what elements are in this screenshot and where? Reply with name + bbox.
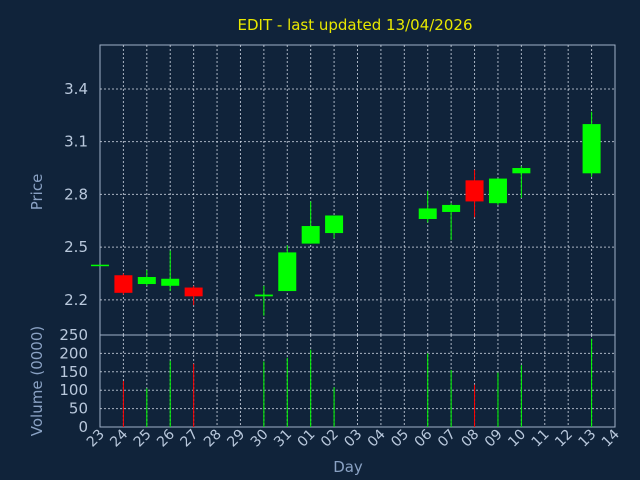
day-tick-label: 11 — [529, 427, 553, 451]
day-tick-label: 10 — [505, 427, 529, 451]
day-tick-label: 03 — [341, 427, 365, 451]
volume-tick-label: 200 — [59, 344, 88, 362]
day-tick-label: 14 — [599, 426, 623, 450]
candle-body — [254, 294, 273, 297]
day-tick-label: 04 — [365, 426, 389, 450]
price-tick-label: 2.8 — [64, 185, 88, 203]
day-tick-label: 13 — [575, 427, 599, 451]
candle-body — [582, 124, 601, 174]
day-tick-label: 24 — [107, 426, 131, 450]
day-tick-label: 25 — [131, 427, 155, 451]
volume-tick-label: 150 — [59, 363, 88, 381]
day-tick-label: 05 — [388, 427, 412, 451]
marks-layer — [91, 111, 601, 427]
day-tick-label: 09 — [482, 427, 506, 451]
price-tick-label: 3.1 — [64, 133, 88, 151]
candle-body — [465, 180, 484, 202]
day-tick-label: 12 — [552, 427, 576, 451]
day-tick-label: 28 — [201, 427, 225, 451]
day-tick-label: 06 — [412, 426, 436, 450]
candle-body — [161, 278, 180, 286]
day-tick-label: 02 — [318, 427, 342, 451]
price-tick-label: 2.2 — [64, 291, 88, 309]
day-axis-label: Day — [333, 458, 363, 476]
candle-body — [114, 275, 133, 293]
grid-layer — [99, 44, 616, 428]
price-tick-label: 2.5 — [64, 238, 88, 256]
day-tick-label: 01 — [295, 427, 319, 451]
chart-title: EDIT - last updated 13/04/2026 — [238, 16, 473, 34]
candle-body — [137, 277, 156, 285]
day-tick-label: 27 — [178, 427, 202, 451]
candle-body — [325, 215, 344, 234]
candle-body — [488, 178, 507, 204]
volume-axis-label: Volume (0000) — [28, 326, 46, 436]
candle-body — [512, 168, 531, 174]
volume-tick-label: 250 — [59, 326, 88, 344]
day-tick-label: 30 — [248, 427, 272, 451]
candle-body — [442, 204, 461, 212]
day-tick-label: 26 — [154, 426, 178, 450]
candle-body — [301, 226, 320, 244]
candle-body — [418, 208, 437, 219]
price-tick-label: 3.4 — [64, 80, 88, 98]
day-tick-label: 31 — [271, 427, 295, 451]
day-tick-label: 08 — [458, 427, 482, 451]
day-tick-label: 29 — [224, 427, 248, 451]
volume-tick-label: 50 — [69, 400, 88, 418]
volume-tick-label: 0 — [78, 418, 88, 436]
day-tick-label: 07 — [435, 427, 459, 451]
candle-body — [278, 252, 297, 292]
candle-body — [184, 287, 203, 297]
volume-tick-label: 100 — [59, 381, 88, 399]
candle-body — [91, 264, 109, 267]
price-axis-label: Price — [28, 174, 46, 211]
